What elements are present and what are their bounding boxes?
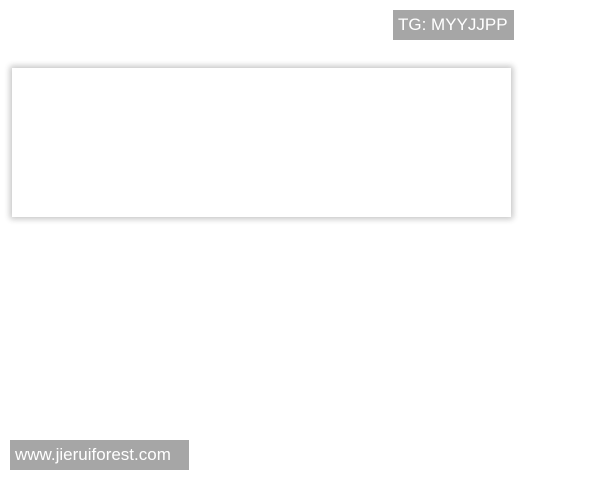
tg-badge: TG: MYYJJPP <box>393 10 514 40</box>
watermark: www.jieruiforest.com <box>10 440 189 470</box>
